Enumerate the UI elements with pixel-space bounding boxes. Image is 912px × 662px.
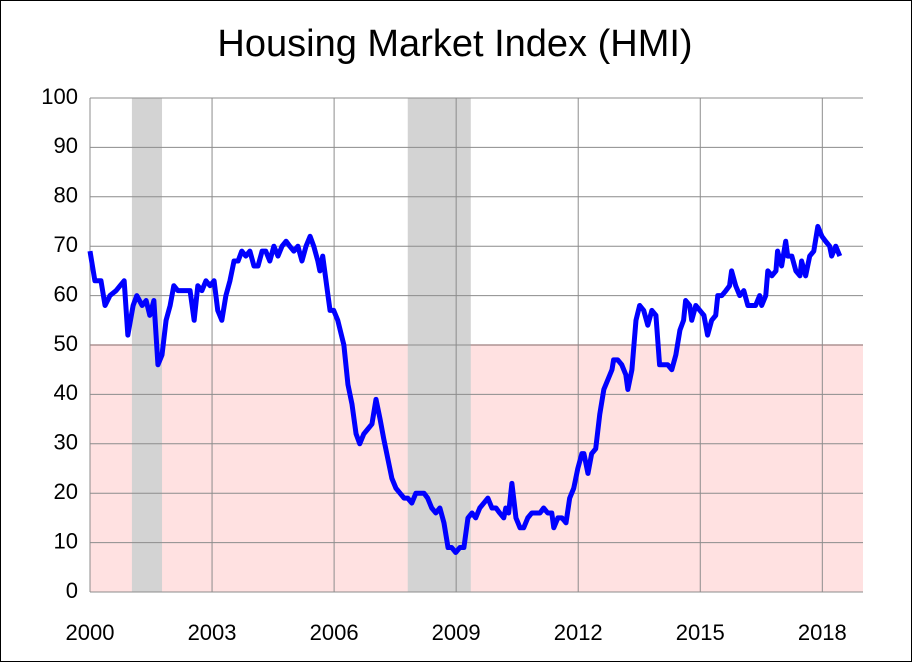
y-tick-label: 70 <box>54 232 78 257</box>
x-tick-label: 2006 <box>310 620 359 645</box>
y-tick-label: 40 <box>54 380 78 405</box>
hmi-line <box>87 223 843 555</box>
y-tick-label: 10 <box>54 528 78 553</box>
x-tick-label: 2000 <box>66 620 115 645</box>
x-tick-label: 2015 <box>676 620 725 645</box>
y-tick-label: 80 <box>54 183 78 208</box>
chart-title: Housing Market Index (HMI) <box>217 23 692 65</box>
y-tick-label: 90 <box>54 133 78 158</box>
y-tick-label: 100 <box>41 84 78 109</box>
x-tick-label: 2009 <box>432 620 481 645</box>
y-tick-label: 60 <box>54 281 78 306</box>
x-tick-label: 2003 <box>188 620 237 645</box>
x-tick-label: 2012 <box>554 620 603 645</box>
threshold-band <box>90 345 863 592</box>
y-tick-label: 0 <box>66 578 78 603</box>
y-tick-label: 50 <box>54 331 78 356</box>
y-tick-label: 30 <box>54 430 78 455</box>
x-tick-label: 2018 <box>798 620 847 645</box>
y-tick-label: 20 <box>54 479 78 504</box>
